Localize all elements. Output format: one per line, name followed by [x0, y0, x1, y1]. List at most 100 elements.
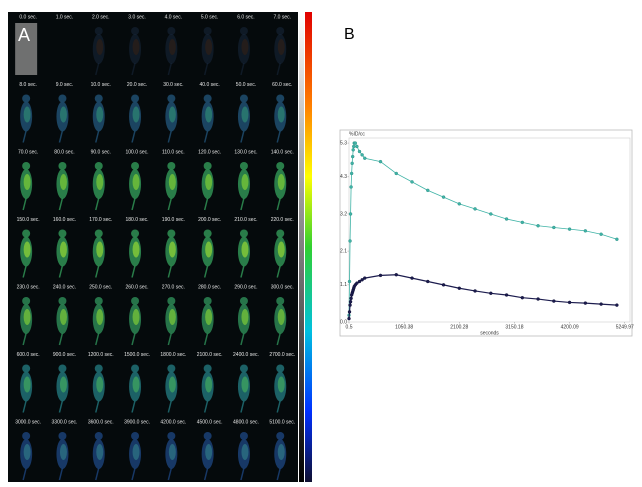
mouse-head: [239, 229, 248, 238]
mouse-organ: [96, 39, 104, 55]
mouse-tail: [131, 197, 136, 211]
mouse-head: [239, 94, 248, 103]
mouse-tail: [167, 467, 173, 481]
data-point: [552, 225, 556, 230]
mouse-head: [276, 297, 285, 305]
mouse-image: [92, 27, 105, 76]
data-point: [410, 276, 414, 280]
mouse-head: [58, 432, 67, 440]
mouse-image: [92, 229, 105, 278]
frame-time-label: 1800.0 sec.: [160, 352, 186, 358]
mouse-head: [131, 297, 140, 305]
mouse-image: [56, 229, 69, 278]
data-point: [583, 301, 588, 305]
mouse-organ: [23, 241, 31, 258]
mouse-tail: [95, 265, 100, 278]
mouse-tail: [203, 400, 209, 413]
data-point: [357, 279, 362, 284]
data-point: [355, 281, 359, 285]
mouse-head: [276, 162, 285, 170]
mouse-image: [92, 94, 105, 143]
mouse-image: [129, 162, 142, 211]
mouse-tail: [240, 197, 245, 211]
mouse-organ: [59, 444, 67, 460]
mouse-organ: [59, 241, 67, 258]
mouse-organ: [23, 106, 31, 123]
data-point: [360, 278, 364, 282]
mouse-tail: [58, 400, 64, 413]
mouse-tail: [167, 332, 173, 346]
x-tick-label: 4200.09: [561, 324, 579, 330]
mouse-head: [239, 432, 248, 440]
frame-time-label: 130.0 sec.: [234, 149, 257, 155]
mouse-tail: [167, 265, 173, 278]
data-point: [349, 296, 353, 301]
frames: 0.0 sec. 1.0 sec. 2.0 sec. 3.0 sec. 4.0 sec.…: [15, 14, 295, 481]
mouse-organ: [168, 174, 176, 190]
mouse-image: [15, 23, 38, 75]
frame-time-label: 90.0 sec.: [91, 149, 111, 155]
frame-time-label: 80.0 sec.: [54, 149, 74, 155]
data-point: [363, 276, 367, 280]
frame-time-label: 2100.0 sec.: [197, 352, 223, 358]
frame-time-label: 3000.0 sec.: [15, 419, 41, 425]
mouse-image: [237, 229, 250, 278]
mouse-head: [203, 297, 212, 305]
mouse-tail: [203, 197, 209, 211]
mouse-tail: [276, 400, 281, 413]
mouse-organ: [277, 444, 285, 460]
mouse-head: [239, 27, 248, 35]
mouse-organ: [277, 174, 285, 190]
mouse-head: [167, 432, 176, 440]
mouse-image: [237, 364, 250, 413]
mouse-image: [165, 162, 178, 211]
mouse-tail: [58, 130, 64, 143]
mouse-image: [237, 162, 250, 211]
frame-time-label: 220.0 sec.: [271, 217, 294, 223]
data-point: [457, 286, 461, 290]
frame-time-label: 70.0 sec.: [18, 149, 38, 155]
mouse-organ: [205, 309, 213, 325]
mouse-head: [94, 27, 103, 35]
data-point: [363, 156, 367, 160]
mouse-image: [129, 432, 142, 481]
frame-time-label: 30.0 sec.: [163, 82, 183, 88]
mouse-tail: [167, 130, 173, 143]
mouse-head: [22, 229, 31, 238]
mouse-head: [94, 432, 103, 440]
mouse-head: [203, 432, 212, 440]
mouse-head: [131, 162, 140, 170]
mouse-organ: [23, 444, 31, 460]
data-point: [394, 171, 398, 176]
frame-time-label: 230.0 sec.: [17, 284, 40, 290]
mouse-tail: [276, 467, 281, 481]
data-point: [504, 217, 509, 221]
chart: %ID/cc seconds 0.0 1.1 2.1 3.2 4.3 5.3 0.5 1050.3…: [340, 131, 634, 336]
mouse-tail: [95, 400, 100, 413]
frame-time-label: 60.0 sec.: [272, 82, 292, 88]
frame-time-label: 1200.0 sec.: [88, 352, 114, 358]
mouse-image: [274, 432, 287, 481]
mouse-tail: [95, 62, 100, 76]
mouse-head: [22, 364, 31, 373]
mouse-head: [276, 94, 285, 103]
panel-label: A: [18, 25, 30, 45]
data-point: [552, 299, 556, 303]
mouse-image: [274, 297, 287, 346]
data-point: [353, 141, 358, 145]
mouse-organ: [132, 174, 140, 190]
mouse-head: [22, 432, 31, 440]
frame-time-label: 170.0 sec.: [89, 217, 112, 223]
mouse-image: [165, 27, 178, 76]
mouse-image: [165, 364, 178, 413]
mouse-tail: [276, 62, 281, 76]
mouse-tail: [203, 62, 209, 76]
mouse-tail: [240, 265, 245, 278]
data-point: [536, 297, 540, 301]
mouse-head: [167, 162, 176, 170]
x-tick-label: 3150.18: [505, 324, 523, 330]
data-point: [348, 212, 353, 216]
mouse-organ: [132, 39, 140, 55]
mouse-tail: [131, 332, 136, 346]
data-point: [567, 300, 572, 305]
